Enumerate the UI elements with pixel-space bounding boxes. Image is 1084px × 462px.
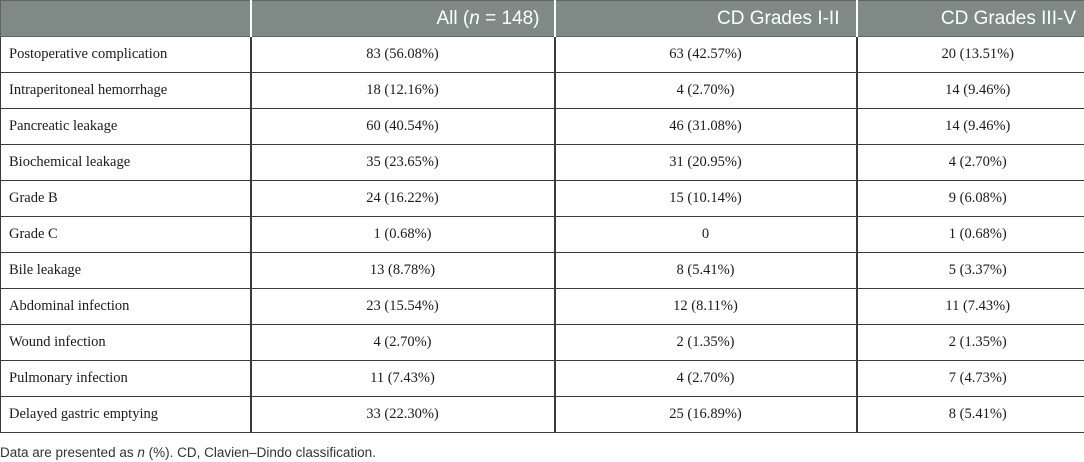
cell-cd-grades-3-5: 14 (9.46%): [855, 72, 1084, 109]
cell-cd-grades-3-5: 14 (9.46%): [855, 108, 1084, 145]
cell-cd-grades-1-2: 4 (2.70%): [553, 360, 857, 397]
cell-all: 23 (15.54%): [249, 288, 555, 325]
cell-all: 11 (7.43%): [249, 360, 555, 397]
cell-all: 83 (56.08%): [249, 36, 555, 73]
row-label: Pulmonary infection: [0, 360, 251, 397]
table-row: Postoperative complication 83 (56.08%) 63 …: [0, 36, 1084, 73]
header-all-suffix: = 148): [479, 7, 540, 29]
cell-all: 13 (8.78%): [249, 252, 555, 289]
header-cell-all: All (n = 148): [249, 0, 555, 37]
table-row: Pulmonary infection 11 (7.43%) 4 (2.70%) 7 …: [0, 360, 1084, 397]
cell-cd-grades-3-5: 8 (5.41%): [855, 396, 1084, 433]
footnote-suffix: (%). CD, Clavien–Dindo classification.: [144, 445, 376, 460]
cell-cd-grades-1-2: 31 (20.95%): [553, 144, 857, 181]
cell-cd-grades-1-2: 8 (5.41%): [553, 252, 857, 289]
cell-all: 60 (40.54%): [249, 108, 555, 145]
row-label: Grade C: [0, 216, 251, 253]
table-footnote: Data are presented as n (%). CD, Clavien…: [0, 445, 376, 460]
cell-cd-grades-1-2: 0: [553, 216, 857, 253]
row-label: Pancreatic leakage: [0, 108, 251, 145]
cell-all: 24 (16.22%): [249, 180, 555, 217]
table-body: Postoperative complication 83 (56.08%) 63 …: [0, 36, 1084, 433]
cell-cd-grades-1-2: 4 (2.70%): [553, 72, 857, 109]
header-cell-cd-grades-1-2: CD Grades I-II: [553, 0, 857, 37]
cell-all: 4 (2.70%): [249, 324, 555, 361]
cell-all: 33 (22.30%): [249, 396, 555, 433]
cell-cd-grades-1-2: 25 (16.89%): [553, 396, 857, 433]
table-row: Pancreatic leakage 60 (40.54%) 46 (31.08%)…: [0, 108, 1084, 145]
table-row: Wound infection 4 (2.70%) 2 (1.35%) 2 (1.35…: [0, 324, 1084, 361]
cell-cd-grades-1-2: 12 (8.11%): [553, 288, 857, 325]
cell-cd-grades-1-2: 63 (42.57%): [553, 36, 857, 73]
cell-cd-grades-3-5: 4 (2.70%): [855, 144, 1084, 181]
cell-cd-grades-1-2: 15 (10.14%): [553, 180, 857, 217]
table-row: Intraperitoneal hemorrhage 18 (12.16%) 4 (…: [0, 72, 1084, 109]
table-row: Biochemical leakage 35 (23.65%) 31 (20.95%…: [0, 144, 1084, 181]
cell-cd-grades-3-5: 5 (3.37%): [855, 252, 1084, 289]
cell-all: 1 (0.68%): [249, 216, 555, 253]
row-label: Grade B: [0, 180, 251, 217]
row-label: Biochemical leakage: [0, 144, 251, 181]
cell-cd-grades-3-5: 11 (7.43%): [855, 288, 1084, 325]
complications-table-container: All (n = 148) CD Grades I-II CD Grades I…: [0, 0, 1084, 433]
cell-cd-grades-1-2: 46 (31.08%): [553, 108, 857, 145]
header-all-n: n: [469, 7, 480, 29]
header-cell-cd-grades-3-5: CD Grades III-V: [855, 0, 1084, 37]
row-label: Intraperitoneal hemorrhage: [0, 72, 251, 109]
cell-cd-grades-3-5: 7 (4.73%): [855, 360, 1084, 397]
header-all-prefix: All (: [436, 7, 470, 29]
table-row: Bile leakage 13 (8.78%) 8 (5.41%) 5 (3.37%): [0, 252, 1084, 289]
table-row: Delayed gastric emptying 33 (22.30%) 25 (1…: [0, 396, 1084, 433]
row-label: Wound infection: [0, 324, 251, 361]
complications-table: All (n = 148) CD Grades I-II CD Grades I…: [0, 0, 1084, 433]
cell-cd-grades-3-5: 9 (6.08%): [855, 180, 1084, 217]
cell-cd-grades-1-2: 2 (1.35%): [553, 324, 857, 361]
cell-cd-grades-3-5: 2 (1.35%): [855, 324, 1084, 361]
table-header: All (n = 148) CD Grades I-II CD Grades I…: [0, 0, 1084, 37]
header-cell-label: [0, 0, 251, 37]
row-label: Bile leakage: [0, 252, 251, 289]
footnote-n: n: [137, 445, 145, 460]
table-row: Abdominal infection 23 (15.54%) 12 (8.11%)…: [0, 288, 1084, 325]
cell-all: 35 (23.65%): [249, 144, 555, 181]
footnote-prefix: Data are presented as: [0, 445, 138, 460]
header-row: All (n = 148) CD Grades I-II CD Grades I…: [0, 0, 1084, 37]
cell-cd-grades-3-5: 20 (13.51%): [855, 36, 1084, 73]
row-label: Delayed gastric emptying: [0, 396, 251, 433]
cell-all: 18 (12.16%): [249, 72, 555, 109]
row-label: Abdominal infection: [0, 288, 251, 325]
row-label: Postoperative complication: [0, 36, 251, 73]
table-row: Grade B 24 (16.22%) 15 (10.14%) 9 (6.08%): [0, 180, 1084, 217]
cell-cd-grades-3-5: 1 (0.68%): [855, 216, 1084, 253]
